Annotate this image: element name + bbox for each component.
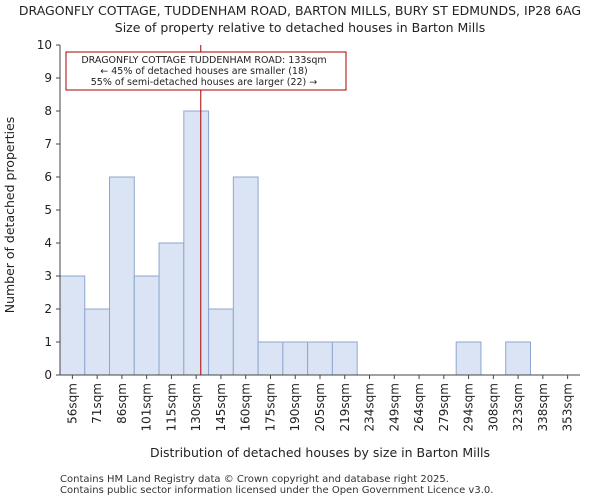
y-tick-label: 10	[37, 38, 52, 52]
annotation-box: DRAGONFLY COTTAGE TUDDENHAM ROAD: 133sqm…	[65, 51, 347, 91]
x-tick-label: 86sqm	[115, 383, 129, 424]
chart-title: DRAGONFLY COTTAGE, TUDDENHAM ROAD, BARTO…	[18, 3, 582, 18]
bar-71sqm	[84, 308, 111, 376]
x-tick-label: 56sqm	[65, 383, 79, 424]
bars-group	[59, 110, 531, 376]
y-axis-label: Number of detached properties	[2, 117, 17, 314]
x-tick-label: 145sqm	[214, 383, 228, 431]
y-tick-label: 6	[44, 170, 52, 184]
x-tick-label: 175sqm	[263, 383, 277, 431]
bar-205sqm	[307, 341, 333, 376]
x-tick-label: 115sqm	[164, 383, 178, 431]
annotation-line: ← 45% of detached houses are smaller (18…	[100, 66, 307, 77]
x-axis-ticks: 56sqm 71sqm 86sqm 101sqm 115sqm 130sqm 145sqm 1…	[65, 375, 575, 431]
y-tick-label: 9	[44, 71, 52, 85]
y-tick-label: 3	[44, 269, 52, 283]
x-tick-label: 234sqm	[363, 383, 377, 431]
x-tick-label: 338sqm	[536, 383, 550, 431]
x-tick-label: 279sqm	[437, 383, 451, 431]
bar-56sqm	[59, 275, 86, 376]
x-tick-label: 71sqm	[90, 383, 104, 424]
x-tick-label: 308sqm	[486, 383, 500, 431]
x-tick-label: 353sqm	[561, 383, 575, 431]
bar-219sqm	[331, 341, 358, 376]
y-tick-label: 2	[44, 302, 52, 316]
y-tick-label: 0	[44, 368, 52, 382]
bar-175sqm	[257, 341, 284, 376]
footer-licence: Contains public sector information licen…	[60, 485, 494, 496]
x-tick-label: 190sqm	[288, 383, 302, 431]
y-axis-ticks: 0 1 2 3 4 5 6 7 8 9 10	[37, 38, 60, 382]
annotation-line: DRAGONFLY COTTAGE TUDDENHAM ROAD: 133sqm	[81, 55, 326, 66]
x-tick-label: 323sqm	[511, 383, 525, 431]
y-tick-label: 4	[44, 236, 52, 250]
x-tick-label: 219sqm	[338, 383, 352, 431]
y-tick-label: 7	[44, 137, 52, 151]
bar-145sqm	[208, 308, 234, 376]
x-tick-label: 249sqm	[387, 383, 401, 431]
y-tick-label: 1	[44, 335, 52, 349]
bar-323sqm	[505, 341, 531, 376]
bar-115sqm	[158, 242, 185, 376]
bar-101sqm	[133, 275, 160, 376]
x-axis-label: Distribution of detached houses by size …	[150, 445, 490, 460]
y-tick-label: 8	[44, 104, 52, 118]
bar-294sqm	[455, 341, 482, 376]
bar-160sqm	[232, 176, 259, 376]
y-tick-label: 5	[44, 203, 52, 217]
chart-subtitle: Size of property relative to detached ho…	[114, 20, 486, 35]
x-tick-label: 205sqm	[313, 383, 327, 431]
footer-copyright: Contains HM Land Registry data © Crown c…	[60, 474, 449, 485]
bar-190sqm	[282, 341, 309, 376]
annotation-line: 55% of semi-detached houses are larger (…	[91, 77, 318, 88]
x-tick-label: 264sqm	[412, 383, 426, 431]
bar-86sqm	[109, 176, 135, 376]
x-tick-label: 294sqm	[462, 383, 476, 431]
x-tick-label: 160sqm	[239, 383, 253, 431]
x-tick-label: 130sqm	[189, 383, 203, 431]
bar-130sqm	[183, 110, 210, 376]
x-tick-label: 101sqm	[140, 383, 154, 431]
